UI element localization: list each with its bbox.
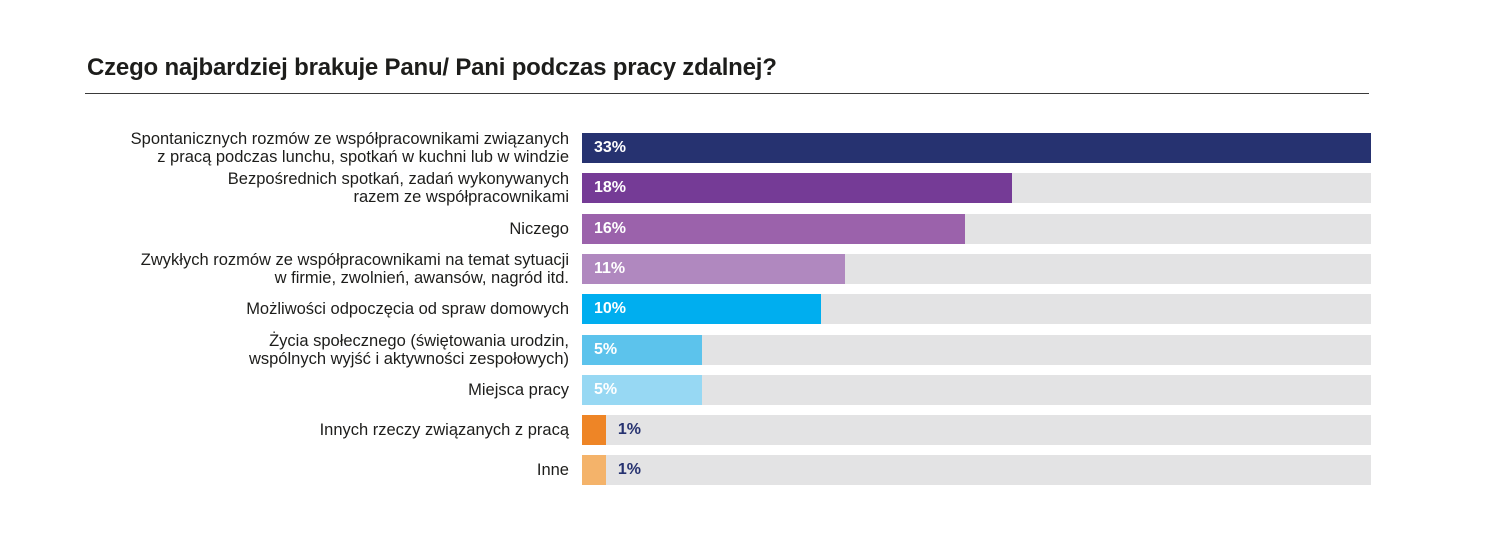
category-label: Możliwości odpoczęcia od spraw domowych: [49, 294, 569, 324]
bar-track: [582, 455, 1371, 486]
category-label-text: Możliwości odpoczęcia od spraw domowych: [246, 300, 569, 319]
bar: [582, 173, 1013, 204]
category-label: Miejsca pracy: [49, 375, 569, 405]
bar-row: Inne 1%: [0, 455, 1489, 486]
value-label: 1%: [617, 421, 642, 439]
bar-track: [582, 415, 1371, 446]
bar-row: Miejsca pracy 5%: [0, 374, 1489, 405]
category-label-text: Bezpośrednich spotkań, zadań wykonywanyc…: [227, 170, 569, 207]
category-label: Życia społecznego (świętowania urodzin, …: [49, 331, 569, 368]
value-label: 5%: [594, 340, 618, 358]
bar: [582, 334, 702, 365]
bar: [582, 213, 965, 244]
value-label: 10%: [594, 300, 627, 318]
bar-row: Bezpośrednich spotkań, zadań wykonywanyc…: [0, 170, 1489, 207]
category-label: Inne: [49, 455, 569, 485]
category-label-text: Niczego: [509, 219, 569, 238]
value-label: 16%: [594, 219, 627, 237]
bar-row: Spontanicznych rozmów ze współpracownika…: [0, 130, 1489, 166]
bar-row: Zwykłych rozmów ze współpracownikami na …: [0, 250, 1489, 287]
bar-row: Życia społecznego (świętowania urodzin, …: [0, 331, 1489, 368]
category-label: Innych rzeczy związanych z pracą: [49, 415, 569, 445]
bar-track: [582, 334, 1371, 365]
category-label-text: Życia społecznego (świętowania urodzin, …: [248, 331, 569, 368]
category-label-text: Spontanicznych rozmów ze współpracownika…: [130, 130, 569, 166]
value-label: 33%: [594, 139, 627, 156]
bar: [582, 253, 845, 284]
category-label: Spontanicznych rozmów ze współpracownika…: [49, 130, 569, 166]
category-label: Bezpośrednich spotkań, zadań wykonywanyc…: [49, 170, 569, 207]
category-label-text: Zwykłych rozmów ze współpracownikami na …: [140, 250, 569, 287]
value-label: 11%: [594, 259, 626, 277]
title-divider: [85, 93, 1369, 94]
bar: [582, 455, 606, 486]
category-label-text: Innych rzeczy związanych z pracą: [319, 421, 569, 440]
bar-track: [582, 374, 1371, 405]
value-label: 5%: [594, 380, 618, 398]
chart-title: Czego najbardziej brakuje Panu/ Pani pod…: [87, 54, 777, 81]
category-label-text: Inne: [536, 461, 569, 480]
value-label: 1%: [617, 461, 642, 479]
bar: [582, 415, 606, 446]
bar-row: Innych rzeczy związanych z pracą 1%: [0, 415, 1489, 446]
bar-row: Niczego 16%: [0, 213, 1489, 244]
category-label: Niczego: [49, 214, 569, 244]
category-label: Zwykłych rozmów ze współpracownikami na …: [49, 250, 569, 287]
bar: [582, 374, 702, 405]
value-label: 18%: [594, 179, 627, 197]
category-label-text: Miejsca pracy: [468, 380, 569, 399]
bar: [582, 294, 822, 325]
bar-row: Możliwości odpoczęcia od spraw domowych 1…: [0, 294, 1489, 325]
bar: [582, 133, 1371, 163]
